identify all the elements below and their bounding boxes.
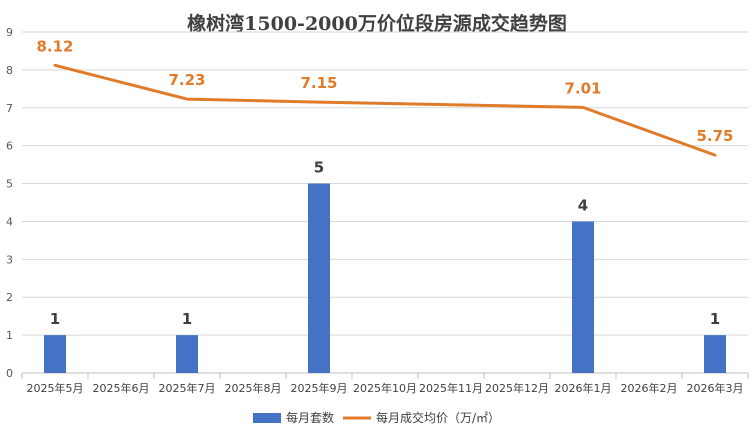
x-tick-label: 2025年6月 (93, 381, 150, 395)
bar-series: 1 1 5 4 1 (44, 159, 726, 373)
x-tick-label: 2025年8月 (225, 381, 282, 395)
gridlines (22, 31, 748, 374)
chart-title: 橡树湾1500-2000万价位段房源成交趋势图 (187, 12, 567, 35)
y-axis-ticks: 0 1 2 3 4 5 6 7 8 9 (6, 26, 13, 380)
y-tick-label: 5 (6, 178, 13, 191)
y-tick-label: 9 (6, 26, 13, 39)
bar-data-label: 5 (314, 159, 324, 177)
x-axis: 2025年5月 2025年6月 2025年7月 2025年8月 2025年9月 2025年… (21, 373, 749, 395)
line-data-label: 7.23 (168, 71, 205, 89)
x-tick-label: 2026年2月 (621, 381, 678, 395)
line-data-label: 7.15 (300, 74, 337, 92)
y-tick-label: 8 (6, 64, 13, 77)
x-tick-label: 2025年12月 (485, 381, 549, 395)
bar (176, 335, 198, 373)
x-tick-label: 2025年5月 (27, 381, 84, 395)
x-tick-label: 2025年10月 (353, 381, 417, 395)
x-tick-label: 2026年1月 (555, 381, 612, 395)
line-series: 8.12 7.23 7.15 7.01 5.75 (36, 37, 734, 157)
bar-data-label: 4 (578, 196, 588, 214)
bar (308, 183, 330, 373)
y-tick-label: 7 (6, 102, 13, 115)
y-tick-label: 6 (6, 140, 13, 153)
x-tick-label: 2025年11月 (419, 381, 483, 395)
line-data-label: 5.75 (696, 127, 733, 145)
legend: 每月套数 每月成交均价（万/㎡） (253, 410, 500, 425)
bar (572, 221, 594, 373)
line-data-label: 8.12 (36, 37, 73, 55)
x-tick-label: 2025年7月 (159, 381, 216, 395)
bar-data-label: 1 (710, 310, 720, 328)
x-tick-label: 2025年9月 (291, 381, 348, 395)
y-tick-label: 4 (6, 215, 13, 228)
line-data-label: 7.01 (564, 79, 601, 97)
bar (44, 335, 66, 373)
bar (704, 335, 726, 373)
y-tick-label: 1 (6, 329, 13, 342)
price-line (53, 63, 717, 157)
x-tick-label: 2026年3月 (687, 381, 744, 395)
legend-label-bar: 每月套数 (286, 410, 334, 425)
bar-data-label: 1 (182, 310, 192, 328)
legend-label-line: 每月成交均价（万/㎡） (376, 410, 500, 425)
y-tick-label: 0 (6, 367, 13, 380)
bar-data-label: 1 (50, 310, 60, 328)
y-tick-label: 2 (6, 291, 13, 304)
y-tick-label: 3 (6, 253, 13, 266)
legend-swatch-bar (253, 413, 281, 423)
